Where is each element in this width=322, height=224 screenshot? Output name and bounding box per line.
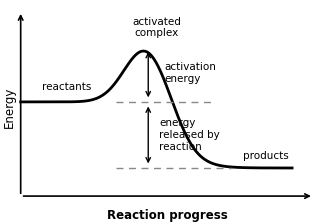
- Text: reactants: reactants: [43, 82, 92, 92]
- Text: activation
energy: activation energy: [165, 62, 216, 84]
- Text: energy
released by
reaction: energy released by reaction: [159, 118, 220, 152]
- Text: Reaction progress: Reaction progress: [107, 209, 228, 222]
- Text: activated
complex: activated complex: [132, 17, 181, 38]
- Text: Energy: Energy: [3, 86, 16, 127]
- Text: products: products: [243, 151, 289, 161]
